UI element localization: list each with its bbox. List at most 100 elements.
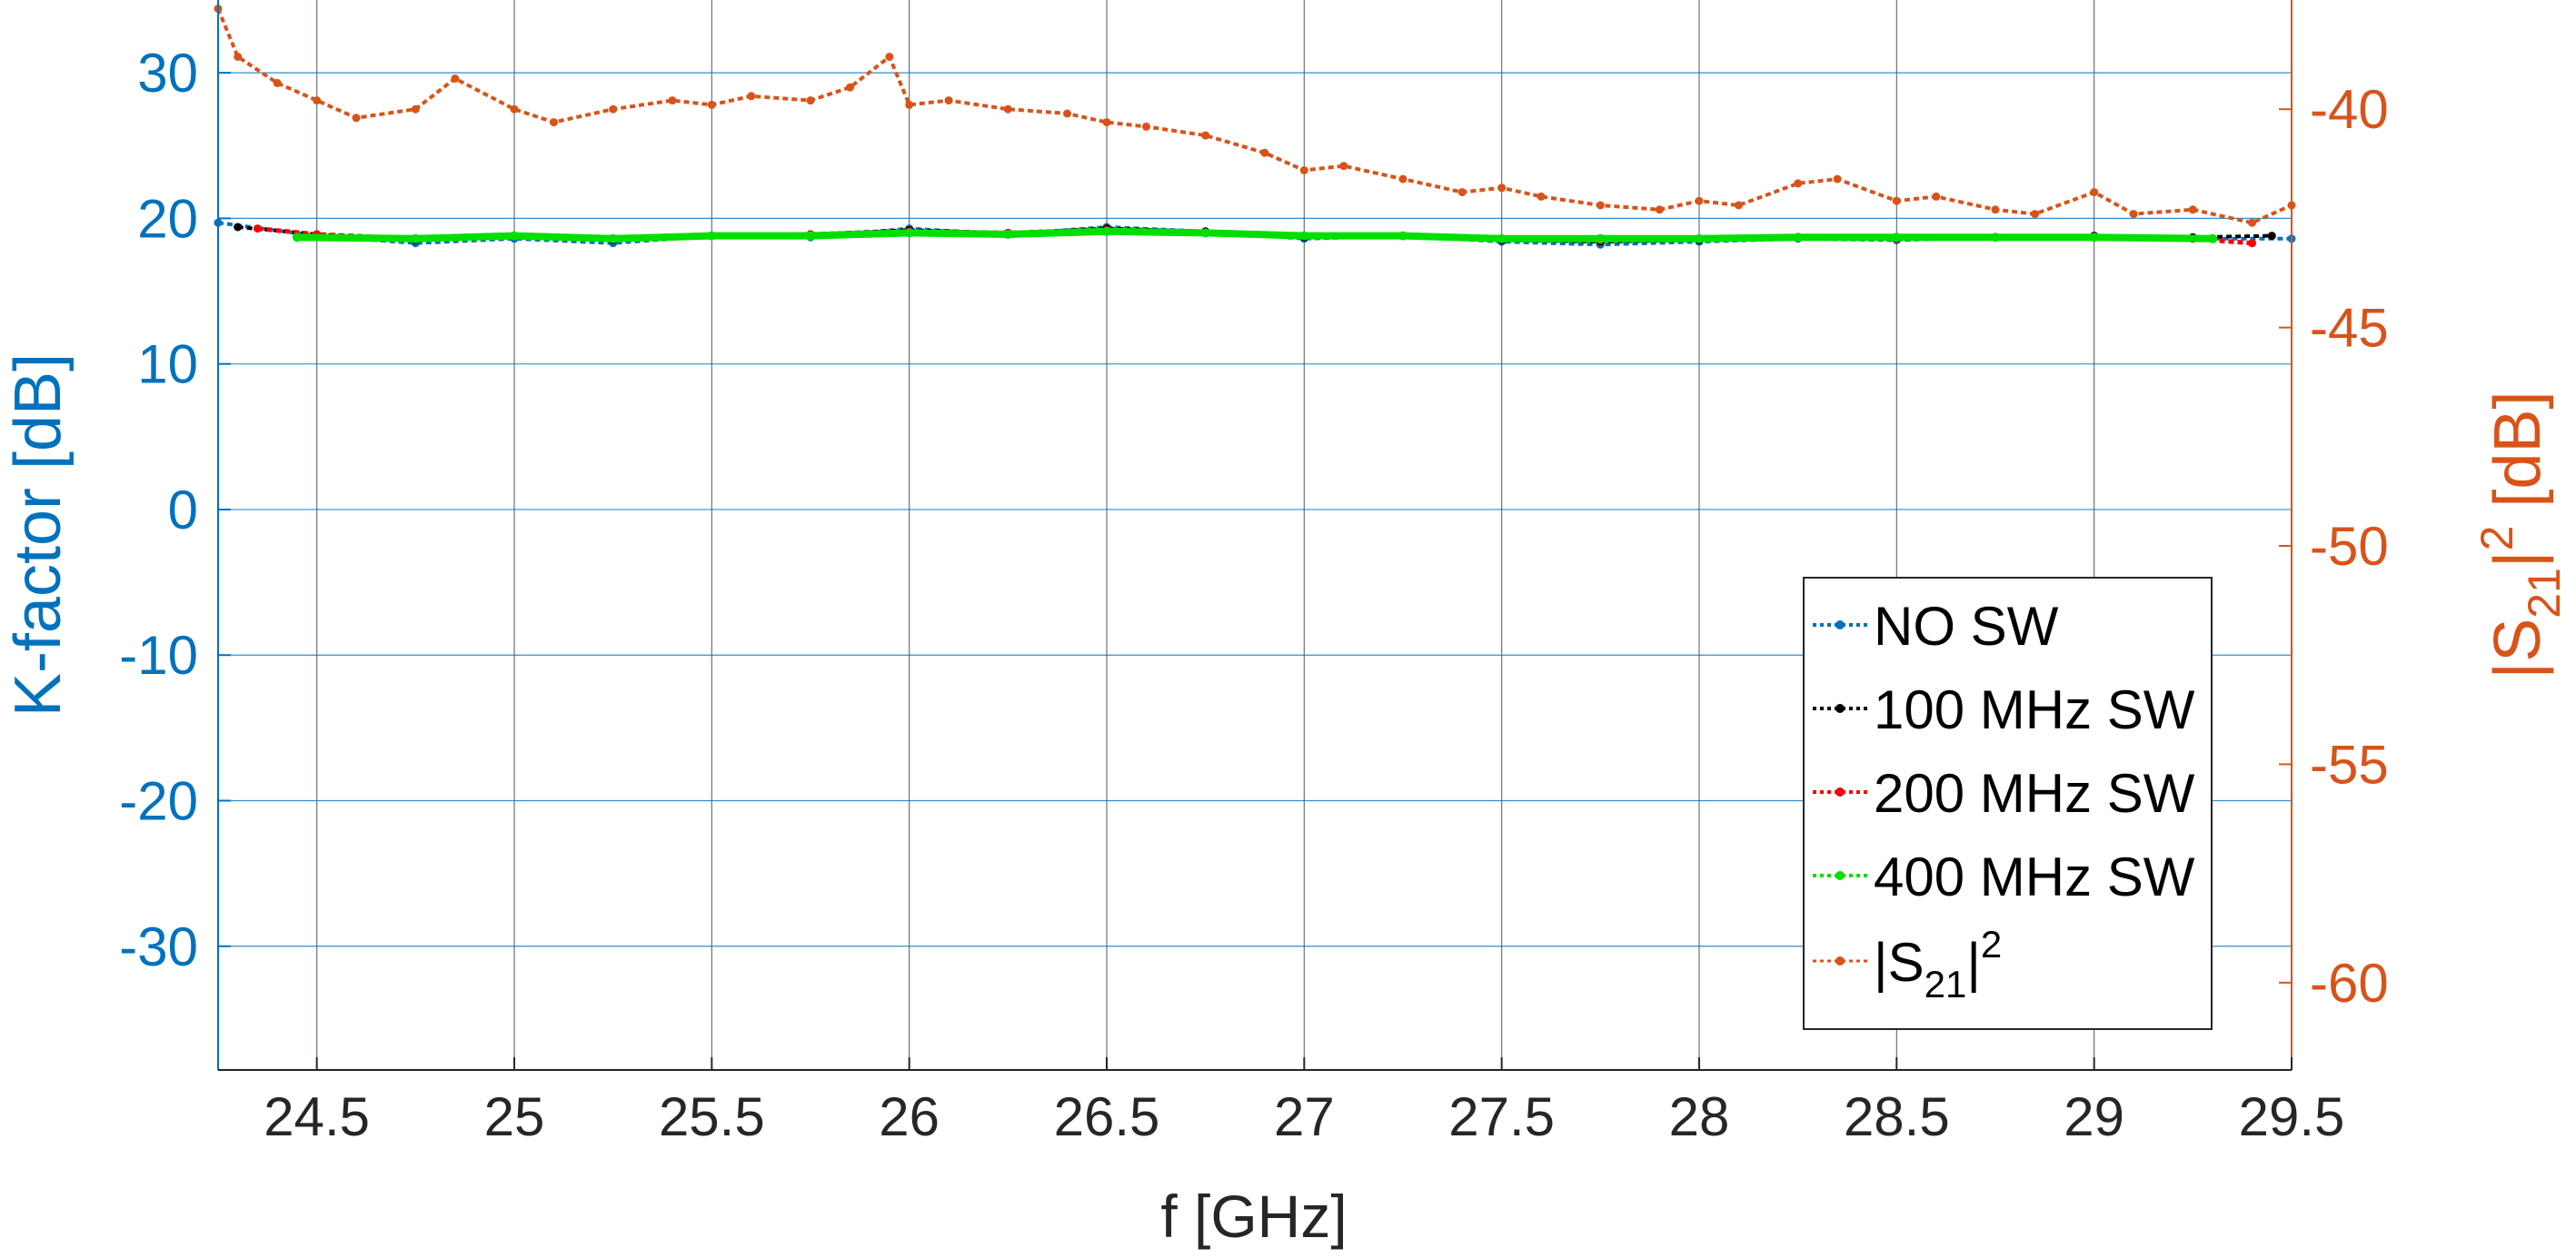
legend-label: 100 MHz SW xyxy=(1874,679,2195,740)
legend-label: 200 MHz SW xyxy=(1874,763,2195,824)
legend-s21-mid: | xyxy=(1966,932,1981,993)
legend-item: 100 MHz SW xyxy=(1813,679,2195,740)
x-tick-label: 26 xyxy=(879,1086,940,1147)
tick-labels: 24.5 25 25.5 26 26.5 27 27.5 28 28.5 29 29.5302010… xyxy=(119,43,2388,1147)
series-4-point xyxy=(1299,166,1308,174)
series-4-point xyxy=(1932,192,1941,201)
series-4-point xyxy=(806,96,815,105)
series-3-point xyxy=(806,231,815,241)
series-layer xyxy=(214,5,2296,249)
legend-label-s21: |S21|2 xyxy=(1874,923,2002,1005)
series-4-point xyxy=(1003,104,1012,114)
legend-s21-sub: 21 xyxy=(1925,963,1967,1005)
x-tick-label: 29 xyxy=(2064,1086,2124,1147)
legend-box xyxy=(1803,577,2213,1030)
legend-marker xyxy=(1835,787,1845,797)
legend-marker xyxy=(1835,871,1845,880)
series-4-point xyxy=(411,104,420,114)
legend-item: 400 MHz SW xyxy=(1813,847,2195,907)
series-4-point xyxy=(1596,201,1605,210)
series-4-point xyxy=(1991,205,2000,214)
legend-marker-s21 xyxy=(1835,956,1845,966)
x-axis-label: f [GHz] xyxy=(1160,1183,1347,1250)
series-4-point xyxy=(668,96,677,105)
series-4-point xyxy=(550,118,558,127)
series-4-point xyxy=(1201,131,1210,140)
axes xyxy=(217,0,2293,1071)
x-tick-label: 28.5 xyxy=(1844,1086,1950,1147)
legend-label: NO SW xyxy=(1874,596,2059,657)
y-right-label-mid: | xyxy=(2482,550,2554,568)
series-4-point xyxy=(846,83,854,92)
legend-marker xyxy=(1835,620,1845,629)
series-4-point xyxy=(510,104,519,114)
y-right-label-sup: 2 xyxy=(2472,526,2522,551)
series-2-point xyxy=(2248,239,2256,248)
y-right-tick-label: -50 xyxy=(2310,516,2389,577)
series-3-point xyxy=(707,231,717,241)
x-tick-label: 27.5 xyxy=(1448,1086,1555,1147)
series-4-point xyxy=(2188,205,2197,214)
series-4-point xyxy=(2129,210,2138,219)
series-4-point xyxy=(234,53,243,61)
series-4-point xyxy=(1063,109,1071,118)
y-left-tick-label: -10 xyxy=(119,625,198,686)
y-right-tick-label: -55 xyxy=(2310,734,2389,795)
series-2-point xyxy=(254,224,262,233)
series-line-3 xyxy=(296,227,2213,243)
series-4-point xyxy=(2248,218,2256,227)
series-3-point xyxy=(411,233,421,243)
series-4-point xyxy=(1260,148,1269,157)
series-4-point xyxy=(1537,192,1546,201)
series-4-point xyxy=(451,74,460,83)
series-1-point xyxy=(234,223,243,232)
series-4-point xyxy=(944,96,953,105)
series-3-point xyxy=(1892,233,1902,243)
y-left-tick-label: -20 xyxy=(119,770,198,831)
series-3-point xyxy=(1299,231,1309,241)
y-right-label-sub: 21 xyxy=(2519,568,2570,619)
series-4-point xyxy=(1457,188,1467,197)
series-4-point xyxy=(1656,205,1664,214)
series-4-point xyxy=(313,96,322,105)
series-4-point xyxy=(1398,174,1407,183)
legend-s21-base: |S xyxy=(1874,932,1925,993)
series-4-point xyxy=(885,53,894,61)
y-right-label-unit: [dB] xyxy=(2482,391,2554,526)
series-4-point xyxy=(1102,118,1111,127)
legend-marker xyxy=(1835,704,1845,713)
series-3-point xyxy=(1793,233,1803,243)
series-4-point xyxy=(707,100,716,109)
series-4-point xyxy=(352,114,361,123)
y-left-tick-label: -30 xyxy=(119,916,198,977)
series-3-point xyxy=(1497,233,1507,243)
x-tick-label: 29.5 xyxy=(2239,1086,2345,1147)
y-right-tick-label: -45 xyxy=(2310,298,2389,359)
y-left-tick-label: 20 xyxy=(137,188,198,249)
x-tick-label: 27 xyxy=(1274,1086,1335,1147)
y-left-tick-label: 0 xyxy=(168,480,198,540)
series-3-point xyxy=(1003,230,1013,239)
y-axis-label-left: K-factor [dB] xyxy=(2,353,75,717)
series-1-point xyxy=(2267,232,2276,241)
series-4-point xyxy=(273,78,282,87)
y-axis-label-right: |S21|2 [dB] xyxy=(2472,391,2570,679)
series-3-point xyxy=(1695,233,1704,243)
series-3-point xyxy=(2208,233,2218,243)
series-4-point xyxy=(1892,196,1901,205)
series-4-point xyxy=(1794,179,1803,188)
series-4-point xyxy=(1735,201,1743,210)
series-4-point xyxy=(1833,174,1842,183)
x-tick-label: 26.5 xyxy=(1054,1086,1160,1147)
series-3-point xyxy=(1102,226,1111,236)
legend: NO SW 100 MHz SW 200 MHz SW 400 MHz SW |S21… xyxy=(1803,577,2213,1030)
legend-item: 200 MHz SW xyxy=(1813,763,2195,824)
legend-item-s21: |S21|2 xyxy=(1813,923,2002,1005)
x-tick-label: 24.5 xyxy=(264,1086,370,1147)
y-right-label-base: |S xyxy=(2482,619,2554,679)
series-4-point xyxy=(1142,122,1150,131)
y-right-tick-label: -40 xyxy=(2310,79,2389,140)
series-3-point xyxy=(1991,233,2000,243)
series-3-point xyxy=(2089,233,2099,243)
series-4-point xyxy=(2031,210,2039,219)
